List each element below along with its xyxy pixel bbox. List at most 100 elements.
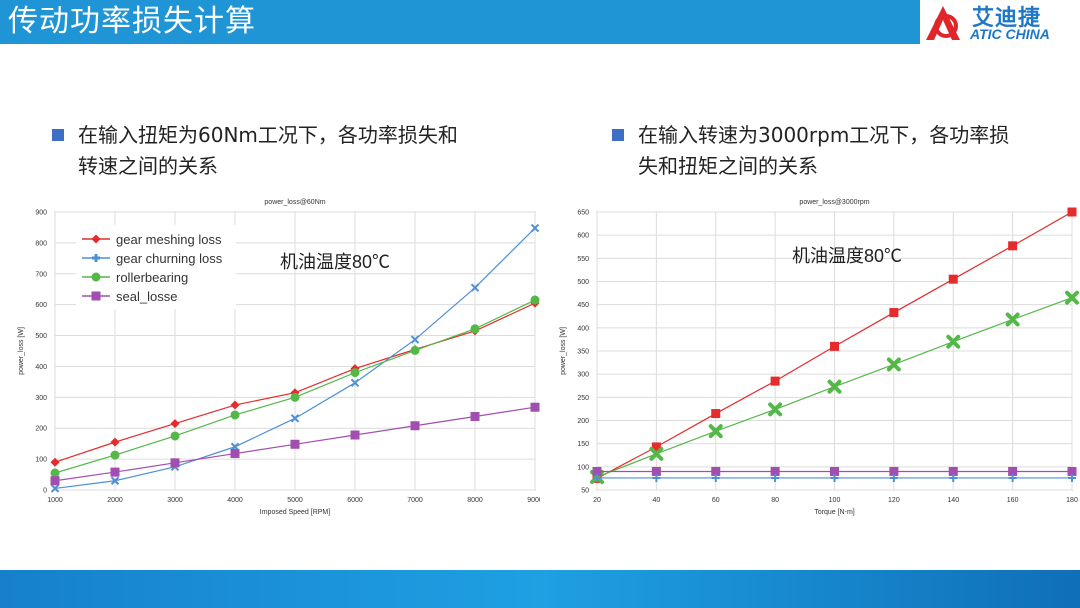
- logo-mark-icon: [926, 6, 960, 40]
- data-point: [1005, 312, 1020, 327]
- data-point: [770, 466, 780, 476]
- data-point: [110, 450, 120, 460]
- data-point: [170, 458, 180, 468]
- data-point: [50, 484, 60, 493]
- legend-marker: [91, 272, 101, 282]
- data-point: [948, 466, 958, 476]
- data-point: [110, 467, 120, 477]
- data-point: [410, 421, 420, 431]
- y-tick-label: 100: [577, 464, 589, 471]
- y-tick-label: 350: [577, 349, 589, 356]
- data-point: [530, 223, 540, 233]
- x-axis-label: Imposed Speed [RPM]: [260, 509, 330, 516]
- bullet-left-text: 在输入扭矩为60Nm工况下，各功率损失和转速之间的关系: [78, 123, 458, 178]
- data-point: [771, 473, 780, 482]
- y-tick-label: 550: [577, 256, 589, 263]
- data-point: [410, 345, 420, 355]
- data-point: [593, 473, 601, 482]
- x-tick-label: 80: [771, 497, 779, 504]
- data-point: [350, 368, 360, 378]
- company-logo: 艾迪捷 ATIC CHINA: [920, 0, 1080, 44]
- legend-label: gear meshing loss: [116, 232, 222, 247]
- data-point: [886, 357, 901, 372]
- data-point: [1008, 466, 1018, 476]
- data-point: [530, 295, 540, 305]
- data-point: [948, 274, 958, 284]
- y-tick-label: 300: [577, 372, 589, 379]
- data-point: [290, 392, 300, 402]
- temperature-annotation: 机油温度80℃: [280, 252, 390, 272]
- x-tick-label: 4000: [227, 497, 243, 504]
- data-point: [350, 430, 360, 440]
- x-tick-label: 140: [947, 497, 959, 504]
- data-point: [230, 410, 240, 420]
- x-tick-label: 1000: [47, 497, 63, 504]
- x-axis-label: Torque [N-m]: [814, 509, 855, 516]
- data-point: [830, 473, 839, 482]
- data-point: [649, 446, 664, 461]
- x-tick-label: 6000: [347, 497, 363, 504]
- bullet-square-icon: [612, 129, 624, 141]
- x-tick-label: 8000: [467, 497, 483, 504]
- data-point: [1008, 241, 1018, 251]
- x-tick-label: 100: [829, 497, 841, 504]
- y-tick-label: 200: [577, 418, 589, 425]
- data-point: [949, 473, 958, 482]
- y-tick-label: 250: [577, 395, 589, 402]
- data-point: [470, 283, 480, 292]
- y-tick-label: 400: [577, 325, 589, 332]
- data-point: [711, 466, 721, 476]
- bullet-right-text: 在输入转速为3000rpm工况下，各功率损失和扭矩之间的关系: [638, 123, 1010, 178]
- x-tick-label: 3000: [167, 497, 183, 504]
- data-point: [768, 402, 783, 417]
- chart-title: power_loss@3000rpm: [799, 199, 869, 206]
- y-tick-label: 100: [35, 457, 47, 464]
- data-point: [770, 376, 780, 386]
- data-point: [50, 468, 60, 478]
- data-point: [946, 334, 961, 349]
- data-point: [889, 308, 899, 318]
- data-point: [230, 400, 240, 410]
- data-point: [830, 466, 839, 476]
- y-tick-label: 400: [35, 364, 47, 371]
- data-point: [651, 466, 661, 476]
- logo-chinese-name: 艾迪捷: [972, 6, 1042, 31]
- y-tick-label: 0: [43, 488, 47, 495]
- y-tick-label: 50: [581, 488, 589, 495]
- chart-title: power_loss@60Nm: [264, 199, 325, 206]
- chart-torque: 20 40 60 80 100 120 140 160 180 50 100 150 200 250 300…: [560, 199, 1079, 516]
- y-tick-label: 900: [35, 210, 47, 217]
- y-tick-label: 600: [35, 302, 47, 309]
- data-point: [889, 466, 899, 476]
- legend-marker: [91, 291, 101, 301]
- y-tick-label: 600: [577, 233, 589, 240]
- data-point: [110, 437, 120, 447]
- title-bar: 传动功率损失计算: [0, 0, 1080, 44]
- x-tick-label: 180: [1066, 497, 1078, 504]
- x-tick-label: 160: [1007, 497, 1019, 504]
- y-tick-label: 200: [35, 426, 47, 433]
- data-point: [827, 379, 842, 394]
- data-point: [1067, 466, 1077, 476]
- x-tick-label: 120: [888, 497, 900, 504]
- data-point: [410, 335, 420, 344]
- data-point: [1067, 207, 1077, 217]
- data-point: [50, 476, 60, 486]
- legend-marker: [92, 254, 100, 262]
- bullet-square-icon: [52, 129, 64, 141]
- data-point: [110, 476, 120, 485]
- x-tick-label: 60: [712, 497, 720, 504]
- data-point: [1008, 473, 1017, 482]
- data-point: [470, 411, 480, 421]
- page-title: 传动功率损失计算: [8, 4, 256, 39]
- y-tick-label: 450: [577, 302, 589, 309]
- y-axis-label: power_loss [W]: [18, 327, 25, 375]
- legend-marker: [91, 234, 101, 244]
- y-axis-label: power_loss [W]: [560, 327, 567, 375]
- data-point: [1068, 473, 1076, 482]
- data-point: [889, 473, 898, 482]
- legend-label: rollerbearing: [116, 270, 188, 285]
- data-point: [290, 414, 300, 423]
